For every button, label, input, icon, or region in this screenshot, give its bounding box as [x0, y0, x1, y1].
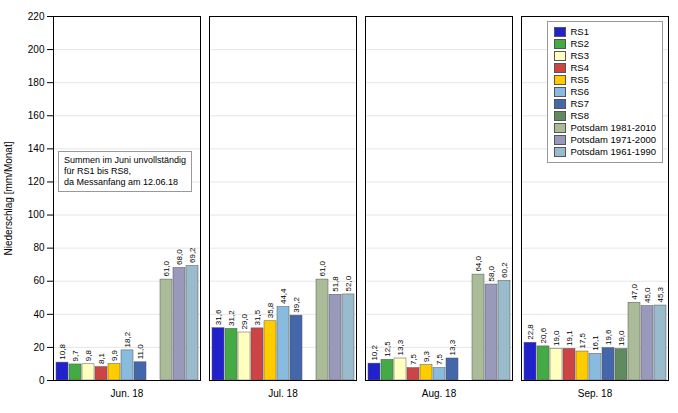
svg-text:7,5: 7,5	[435, 353, 444, 365]
svg-text:29,0: 29,0	[240, 313, 249, 329]
svg-text:19,0: 19,0	[552, 330, 561, 346]
svg-text:Aug. 18: Aug. 18	[422, 388, 457, 399]
svg-text:61,0: 61,0	[318, 260, 327, 276]
svg-text:20,6: 20,6	[539, 327, 548, 343]
svg-text:100: 100	[28, 209, 45, 220]
html-text:Potsdam 1961-1990: Potsdam 1961-1990	[570, 146, 656, 157]
svg-text:69,2: 69,2	[188, 247, 197, 263]
svg-text:9,3: 9,3	[422, 350, 431, 362]
html-text:RS7: RS7	[570, 98, 589, 109]
svg-text:120: 120	[28, 176, 45, 187]
svg-text:13,3: 13,3	[448, 339, 457, 355]
svg-text:68,0: 68,0	[175, 249, 184, 265]
html-text:Potsdam 1981-2010: Potsdam 1981-2010	[570, 122, 656, 133]
svg-text:58,0: 58,0	[487, 265, 496, 281]
svg-text:200: 200	[28, 44, 45, 55]
svg-text:Jul. 18: Jul. 18	[268, 388, 298, 399]
svg-text:31,6: 31,6	[214, 309, 223, 325]
html-text:RS2: RS2	[570, 38, 589, 49]
svg-text:9,9: 9,9	[110, 349, 119, 361]
svg-text:61,0: 61,0	[162, 260, 171, 276]
svg-text:7,5: 7,5	[409, 353, 418, 365]
svg-text:140: 140	[28, 143, 45, 154]
svg-text:80: 80	[33, 242, 45, 253]
html-text:Potsdam 1971-2000: Potsdam 1971-2000	[570, 134, 656, 145]
svg-text:9,8: 9,8	[84, 350, 93, 362]
svg-text:17,5: 17,5	[578, 332, 587, 348]
svg-text:60,2: 60,2	[500, 262, 509, 278]
svg-text:10,8: 10,8	[58, 344, 67, 360]
svg-text:13,3: 13,3	[396, 339, 405, 355]
svg-text:20: 20	[33, 342, 45, 353]
svg-text:160: 160	[28, 110, 45, 121]
svg-text:9,7: 9,7	[71, 350, 80, 362]
svg-text:19,6: 19,6	[604, 329, 613, 345]
html-text:RS8: RS8	[570, 110, 589, 121]
html-text:RS1: RS1	[570, 26, 589, 37]
svg-text:22,8: 22,8	[526, 324, 535, 340]
svg-text:16,1: 16,1	[591, 335, 600, 351]
html-text:RS5: RS5	[570, 74, 589, 85]
svg-text:18,2: 18,2	[123, 331, 132, 347]
svg-text:51,8: 51,8	[331, 276, 340, 292]
svg-text:8,1: 8,1	[97, 352, 106, 364]
svg-text:45,3: 45,3	[656, 286, 665, 302]
svg-text:19,0: 19,0	[617, 330, 626, 346]
html-text:RS4: RS4	[570, 62, 589, 73]
svg-text:11,0: 11,0	[136, 344, 145, 360]
svg-text:47,0: 47,0	[630, 284, 639, 300]
svg-text:45,0: 45,0	[643, 287, 652, 303]
svg-text:44,4: 44,4	[279, 288, 288, 304]
svg-text:Niederschlag [mm/Monat]: Niederschlag [mm/Monat]	[3, 141, 14, 255]
svg-text:19,1: 19,1	[565, 330, 574, 346]
html-text:RS6: RS6	[570, 86, 589, 97]
svg-text:0: 0	[39, 375, 45, 386]
svg-text:64,0: 64,0	[474, 255, 483, 271]
svg-text:Jun. 18: Jun. 18	[111, 388, 144, 399]
svg-text:12,5: 12,5	[383, 341, 392, 357]
svg-text:31,2: 31,2	[227, 310, 236, 326]
svg-text:35,8: 35,8	[266, 302, 275, 318]
html-text:Summen im Juni unvollständig f: Summen im Juni unvollständig für RS1 bis…	[64, 155, 187, 187]
svg-text:10,2: 10,2	[370, 345, 379, 361]
svg-text:Sep. 18: Sep. 18	[578, 388, 613, 399]
svg-text:60: 60	[33, 275, 45, 286]
html-text:RS3: RS3	[570, 50, 589, 61]
svg-text:40: 40	[33, 309, 45, 320]
svg-text:52,0: 52,0	[344, 275, 353, 291]
svg-text:180: 180	[28, 77, 45, 88]
svg-text:39,2: 39,2	[292, 297, 301, 313]
svg-text:220: 220	[28, 11, 45, 22]
svg-text:31,5: 31,5	[253, 309, 262, 325]
